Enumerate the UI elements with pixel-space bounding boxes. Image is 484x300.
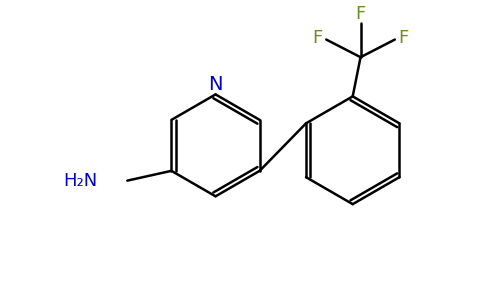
- Text: F: F: [312, 28, 322, 46]
- Text: F: F: [398, 28, 409, 46]
- Text: H₂N: H₂N: [64, 172, 98, 190]
- Text: F: F: [355, 5, 366, 23]
- Text: N: N: [208, 75, 223, 94]
